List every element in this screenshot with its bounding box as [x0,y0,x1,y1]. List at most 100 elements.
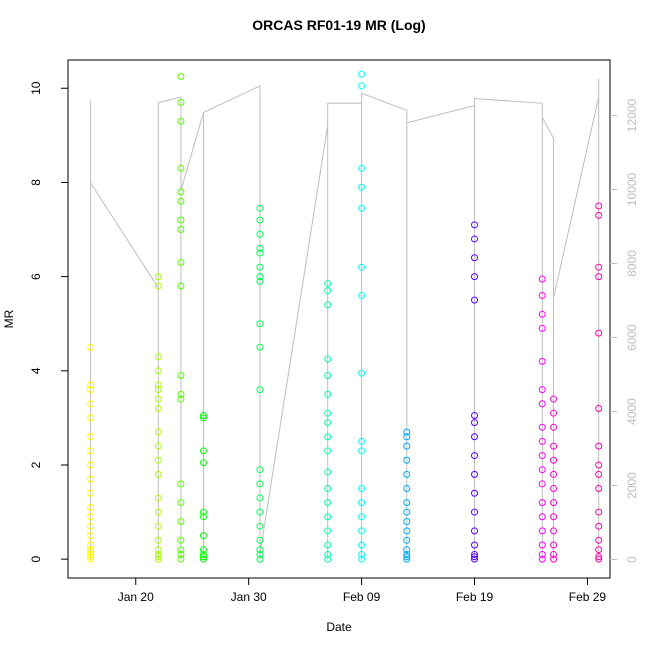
point [595,211,603,219]
point [177,390,185,398]
point [471,221,478,229]
point [256,466,264,474]
point [550,499,558,507]
point [538,357,546,365]
point [595,442,603,450]
point [200,553,207,561]
point [324,433,332,441]
point [154,381,162,389]
point [358,555,366,563]
y-tick-label: 6 [29,273,43,280]
y-tick-label: 8 [29,179,43,186]
point [177,117,185,125]
point [358,70,366,78]
point [87,489,95,497]
point [595,263,603,271]
point [200,508,207,516]
point [200,532,207,540]
x-tick-label: Jan 30 [231,590,267,604]
point [358,485,366,493]
point [550,541,558,549]
point [256,522,264,530]
point [471,555,478,563]
point [324,447,332,455]
point [87,503,95,511]
x-tick-label: Feb 09 [343,590,381,604]
point [256,536,264,544]
point [358,164,366,172]
y-axis-label: MR [2,309,16,328]
point [177,216,185,224]
point [403,536,411,544]
point [471,508,478,516]
point [595,202,603,210]
point [403,527,411,535]
point [256,508,264,516]
point [154,404,162,412]
point [538,291,546,299]
point [471,541,478,549]
point [256,244,264,252]
point [324,541,332,549]
x-axis-label: Date [326,620,352,634]
plot-frame [67,59,611,579]
point [358,82,366,90]
point [324,527,332,535]
point [154,508,162,516]
point [471,412,478,420]
point [538,499,546,507]
point [324,468,332,476]
point [154,456,162,464]
point [403,485,411,493]
point [538,541,546,549]
point [324,372,332,380]
point [87,343,95,351]
point [87,461,95,469]
point [87,513,95,521]
point [538,555,546,563]
point [595,522,603,530]
point [471,273,478,281]
point [200,459,207,467]
point [358,513,366,521]
point [256,343,264,351]
point [324,485,332,493]
point [87,532,95,540]
point [256,277,264,285]
point [87,541,95,549]
point [177,372,185,380]
point [177,188,185,196]
point [177,517,185,525]
point [358,183,366,191]
point [324,499,332,507]
point [154,494,162,502]
point [471,553,478,561]
point [550,550,558,558]
point [471,433,478,441]
point [177,226,185,234]
point [256,546,264,554]
point [471,470,478,478]
point [595,329,603,337]
point [154,546,162,554]
point [177,499,185,507]
point [595,536,603,544]
point [471,235,478,243]
point [200,546,207,554]
y2-tick-label: 2000 [625,472,639,499]
point [256,216,264,224]
point [256,550,264,558]
point [471,527,478,535]
point [87,475,95,483]
point [595,553,603,561]
point [358,204,366,212]
point [256,273,264,281]
point [256,249,264,257]
point [200,414,207,422]
y2-tick-label: 4000 [625,398,639,425]
point [550,527,558,535]
point [177,555,185,563]
point [87,381,95,389]
point [87,553,95,561]
chart-title: ORCAS RF01-19 MR (Log) [252,17,425,33]
